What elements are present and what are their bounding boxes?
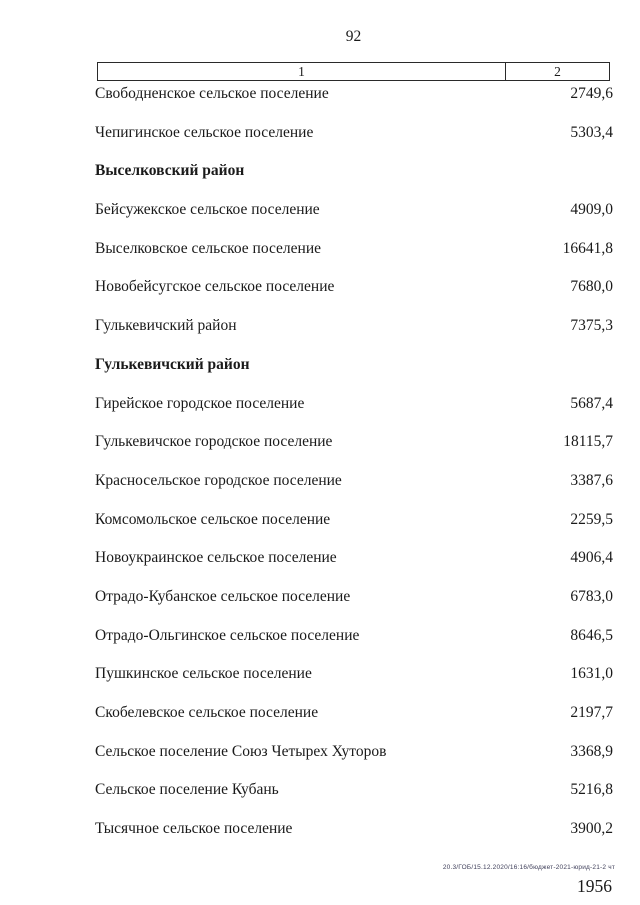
table-row: Скобелевское сельское поселение 2197,7 — [95, 703, 613, 742]
table-row: Сельское поселение Кубань 5216,8 — [95, 780, 613, 819]
settlement-name: Скобелевское сельское поселение — [95, 704, 319, 721]
amount-value: 3368,9 — [570, 742, 613, 760]
table-row: Сельское поселение Союз Четырех Хуторов … — [95, 742, 613, 781]
amount-value: 5216,8 — [570, 781, 613, 799]
amount-value: 5687,4 — [570, 394, 613, 412]
amount-value: 3387,6 — [570, 471, 613, 489]
table-row: Новоукраинское сельское поселение 4906,4 — [95, 548, 613, 587]
table-header-col-1: 1 — [98, 63, 506, 80]
amount-value: 18115,7 — [563, 433, 613, 451]
settlement-name: Отрадо-Ольгинское сельское поселение — [95, 626, 360, 644]
amount-value: 2197,7 — [570, 704, 613, 721]
table-row: Гулькевичский район 7375,3 — [95, 316, 613, 355]
settlement-name: Комсомольское сельское поселение — [95, 510, 331, 528]
settlement-name: Гирейское городское поселение — [95, 394, 305, 412]
page-number: 92 — [345, 28, 362, 45]
table-row: Выселковский район — [95, 161, 613, 200]
settlement-name: Чепигинское сельское поселение — [95, 123, 314, 141]
amount-value: 3900,2 — [570, 820, 613, 838]
amount-value: 6783,0 — [570, 587, 613, 605]
table-row: Красносельское городское поселение 3387,… — [95, 471, 613, 510]
table-row: Гулькевичский район — [95, 355, 613, 394]
settlement-name: Гулькевичский район — [95, 317, 237, 335]
amount-value: 2259,5 — [570, 510, 613, 528]
settlement-name: Выселковский район — [95, 162, 245, 180]
table-row: Пушкинское сельское поселение 1631,0 — [95, 664, 613, 703]
table-row: Отрадо-Ольгинское сельское поселение 864… — [95, 626, 613, 665]
amount-value: 8646,5 — [570, 626, 613, 644]
document-stamp: 20.3/ГОБ/15.12.2020/16:16/бюджет-2021-юр… — [442, 864, 615, 871]
table-row: Комсомольское сельское поселение 2259,5 — [95, 510, 613, 549]
amount-value: 2749,6 — [570, 85, 613, 102]
amount-value: 16641,8 — [562, 239, 613, 257]
table-row: Гулькевичское городское поселение 18115,… — [95, 432, 613, 471]
settlement-name: Свободненское сельское поселение — [95, 85, 329, 102]
settlement-name: Гулькевичский район — [95, 355, 250, 373]
settlement-name: Тысячное сельское поселение — [95, 820, 293, 838]
table-row: Гирейское городское поселение 5687,4 — [95, 394, 613, 433]
amount-value: 7680,0 — [570, 278, 613, 296]
table-row: Отрадо-Кубанское сельское поселение 6783… — [95, 587, 613, 626]
table-row: Новобейсугское сельское поселение 7680,0 — [95, 277, 613, 316]
settlement-name: Пушкинское сельское поселение — [95, 665, 312, 683]
settlement-name: Выселковское сельское поселение — [95, 239, 322, 257]
amount-value: 1631,0 — [570, 665, 613, 683]
settlement-name: Гулькевичское городское поселение — [95, 433, 333, 451]
table-body: Свободненское сельское поселение 2749,6 … — [95, 84, 613, 858]
table-row: Чепигинское сельское поселение 5303,4 — [95, 123, 613, 162]
table-header-row: 1 2 — [97, 62, 610, 81]
settlement-name: Новобейсугское сельское поселение — [95, 278, 335, 296]
amount-value: 4909,0 — [570, 201, 613, 219]
amount-value: 7375,3 — [570, 317, 613, 335]
settlement-name: Бейсужекское сельское поселение — [95, 201, 320, 219]
settlement-name: Красносельское городское поселение — [95, 471, 342, 489]
footer-page-id: 1956 — [577, 876, 612, 896]
settlement-name: Сельское поселение Союз Четырех Хуторов — [95, 742, 387, 760]
settlement-name: Сельское поселение Кубань — [95, 781, 279, 799]
table-row: Свободненское сельское поселение 2749,6 — [95, 84, 613, 123]
amount-value: 5303,4 — [570, 123, 613, 141]
table-row: Бейсужекское сельское поселение 4909,0 — [95, 200, 613, 239]
table-header-col-2: 2 — [554, 64, 561, 79]
settlement-name: Новоукраинское сельское поселение — [95, 549, 337, 567]
table-row: Выселковское сельское поселение 16641,8 — [95, 239, 613, 278]
table-row: Тысячное сельское поселение 3900,2 — [95, 819, 613, 858]
amount-value: 4906,4 — [570, 549, 613, 567]
settlement-name: Отрадо-Кубанское сельское поселение — [95, 587, 351, 605]
